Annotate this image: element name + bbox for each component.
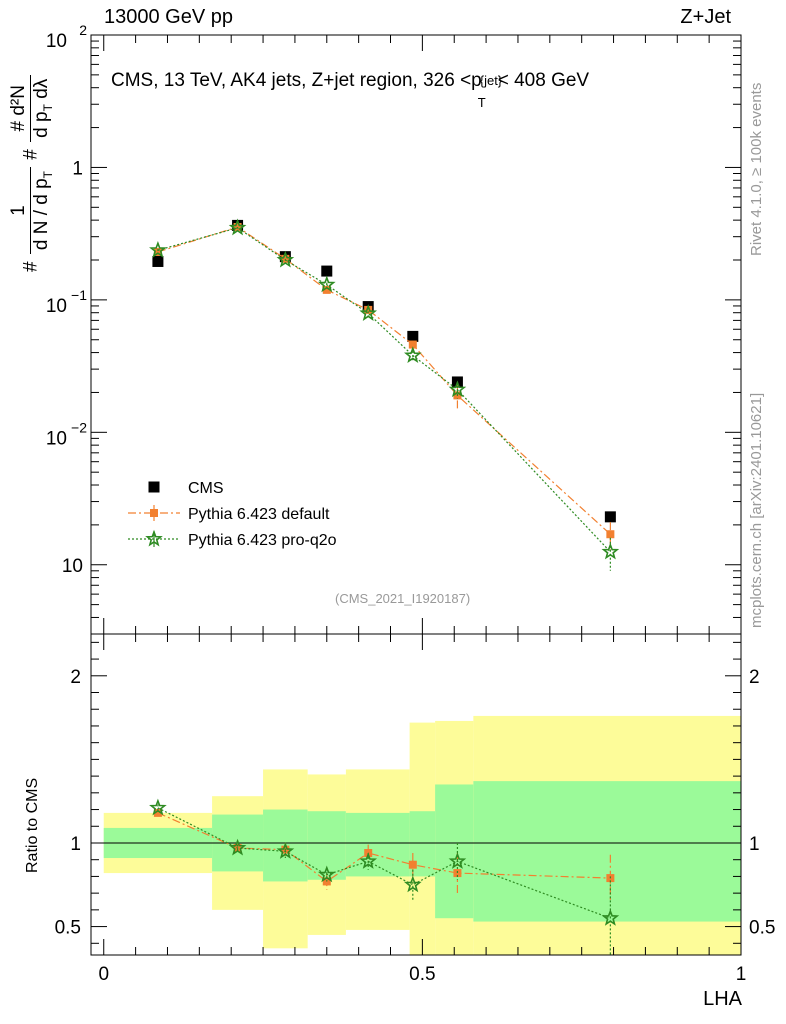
y-axis-label: # 1 d N / d pT # # d²N d pT dλ: [8, 73, 55, 272]
ratio-data-point: [153, 808, 162, 817]
y-label-frac1-num: 1: [8, 166, 31, 255]
ratio-data-point: [317, 865, 336, 883]
ratio-inner-band: [473, 781, 741, 922]
legend-marker: [148, 481, 160, 493]
ratio-data-point: [453, 869, 462, 878]
series-line-1: [157, 226, 611, 535]
legend-marker: [150, 509, 158, 517]
y-label-frac2-den: d p: [31, 111, 52, 138]
ratio-data-point: [601, 908, 620, 926]
legend-marker: [145, 529, 163, 547]
x-axis-label: LHA: [703, 988, 742, 1010]
ratio-data-point: [228, 838, 247, 856]
y-label-frac2-num: d²N: [8, 85, 29, 116]
x-tick-label: 0.5: [409, 964, 435, 985]
ratio-inner-band: [435, 784, 474, 919]
legend-label: Pythia 6.423 pro-q2o: [188, 532, 337, 549]
chart-title: CMS, 13 TeV, AK4 jets, Z+jet region, 326…: [111, 70, 590, 110]
y-tick-label: 10: [46, 31, 67, 52]
data-point: [606, 530, 615, 539]
data-point: [153, 247, 162, 256]
analysis-group-title: Z+Jet: [680, 6, 731, 28]
ratio-y-tick-label: 2: [70, 667, 81, 688]
y-tick-label: 1: [72, 158, 83, 179]
ratio-data-point: [408, 860, 417, 869]
x-tick-label: 0: [98, 964, 109, 985]
chart-title-post: < 408 GeV: [497, 70, 590, 91]
ratio-plot-frame: [90, 633, 742, 956]
y-tick-label: 10: [62, 556, 83, 577]
legend-label: CMS: [188, 480, 224, 497]
data-point: [152, 255, 164, 267]
ratio-y-tick-label: 0.5: [55, 918, 81, 939]
y-tick-label: 10: [46, 428, 67, 449]
y-tick-label-exponent: 2: [79, 22, 87, 38]
data-point: [604, 511, 616, 523]
y-label-hash-3: #: [8, 120, 29, 132]
ratio-y-tick-label-right: 0.5: [749, 918, 775, 939]
data-point: [149, 240, 167, 258]
data-point: [321, 265, 333, 277]
data-point: [276, 250, 295, 268]
data-point: [601, 542, 620, 560]
ratio-data-point: [359, 852, 378, 869]
ratio-series-line-1: [157, 807, 611, 919]
data-point: [407, 330, 419, 342]
ratio-y-tick-label-right: 1: [749, 834, 760, 855]
rivet-version-label: Rivet 4.1.0, ≥ 100k events: [748, 82, 765, 256]
data-point: [408, 340, 417, 349]
data-point: [448, 380, 467, 398]
data-point: [364, 305, 373, 314]
ratio-y-axis-label: Ratio to CMS: [24, 777, 41, 873]
data-point: [403, 346, 422, 364]
y-label-frac2-sub: T: [40, 104, 55, 112]
ratio-data-point: [448, 852, 467, 869]
x-tick-label: 1: [736, 964, 747, 985]
ratio-series-line-0: [157, 812, 611, 883]
analysis-watermark: (CMS_2021_I1920187): [335, 591, 471, 606]
y-label-frac1-den: d N / d p: [31, 178, 52, 251]
mcplots-label: mcplots.cern.ch [arXiv:2401.10621]: [748, 392, 765, 628]
chart-title-pre: CMS, 13 TeV, AK4 jets, Z+jet region, 326…: [111, 70, 482, 91]
data-point: [317, 275, 336, 293]
ratio-y-tick-label: 1: [70, 834, 81, 855]
chart-title-sup: {jet}: [479, 73, 503, 88]
data-point: [359, 304, 378, 321]
y-label-hash-2: #: [20, 149, 42, 160]
ratio-inner-band: [345, 812, 410, 877]
y-tick-label-exponent: −1: [71, 287, 87, 303]
y-tick-label-exponent: −2: [71, 419, 87, 435]
ratio-data-point: [149, 798, 167, 816]
y-label-hash-1: #: [20, 261, 42, 272]
y-label-frac1-sub: T: [40, 170, 55, 179]
y-label-dlambda: dλ: [31, 78, 52, 99]
process-title: 13000 GeV pp: [104, 6, 233, 28]
data-point: [322, 285, 331, 294]
ratio-data-point: [403, 875, 422, 893]
ratio-y-tick-label-right: 2: [749, 667, 760, 688]
ratio-data-point: [276, 842, 295, 859]
chart-title-sub: T: [477, 95, 486, 110]
y-tick-label: 10: [46, 296, 67, 317]
legend-label: Pythia 6.423 default: [188, 506, 330, 523]
data-point: [228, 218, 247, 236]
series-line-2: [157, 227, 611, 553]
